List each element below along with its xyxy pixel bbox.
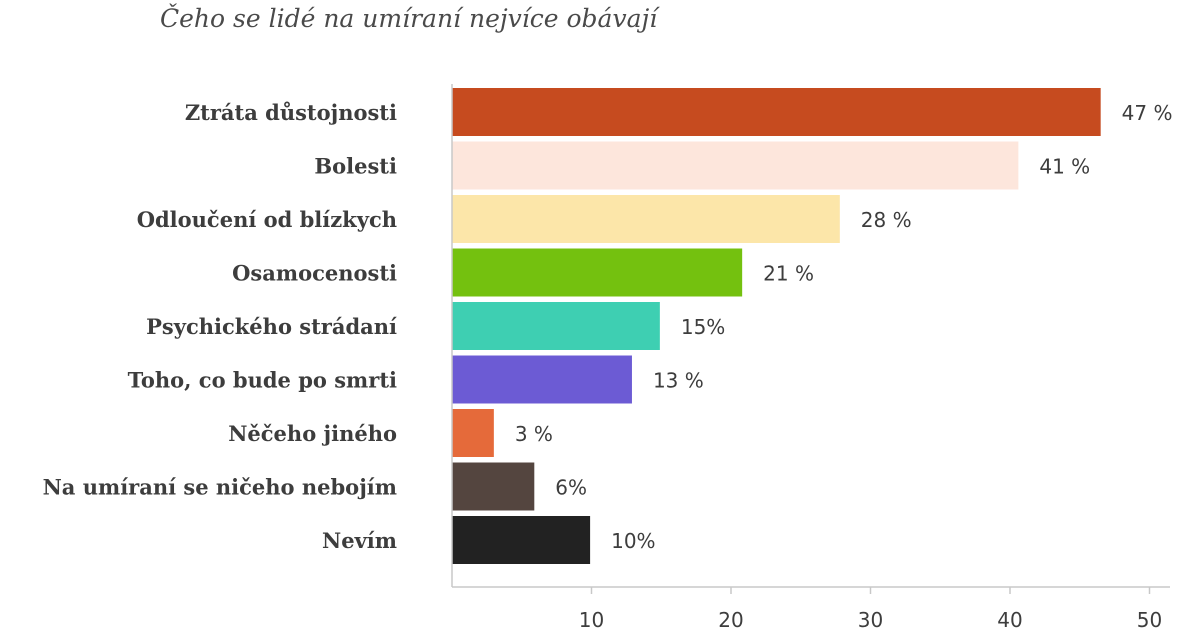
category-label: Toho, co bude po smrti — [128, 368, 397, 393]
value-label: 3 % — [515, 422, 553, 446]
value-label: 21 % — [763, 262, 814, 286]
x-tick-label: 10 — [579, 608, 604, 632]
chart-title: Čeho se lidé na umíraní nejvíce obávají — [160, 4, 658, 33]
bar — [452, 302, 660, 350]
category-label: Psychického strádaní — [146, 314, 397, 339]
bar — [452, 195, 840, 243]
bar — [452, 355, 632, 404]
category-label: Ztráta důstojnosti — [185, 100, 397, 125]
x-tick-label: 20 — [718, 608, 743, 632]
category-label: Nevím — [322, 528, 397, 553]
value-label: 41 % — [1039, 155, 1090, 179]
category-label: Osamocenosti — [232, 261, 397, 286]
category-label: Odloučení od blízkych — [137, 207, 397, 232]
category-label: Něčeho jiného — [228, 421, 397, 446]
axes-layer: 10 20 30 40 50 — [451, 84, 1170, 632]
bar — [452, 516, 591, 564]
bar — [452, 462, 535, 511]
value-label: 10% — [611, 529, 655, 553]
category-label: Bolesti — [314, 154, 397, 179]
value-label: 47 % — [1122, 101, 1173, 125]
x-tick-label: 50 — [1137, 608, 1162, 632]
bars-layer: Ztráta důstojnosti 47 % Bolesti 41 % Odlouče… — [43, 88, 1173, 564]
bar — [452, 409, 494, 457]
bar — [452, 88, 1101, 136]
category-label: Na umíraní se ničeho nebojím — [43, 475, 397, 500]
value-label: 13 % — [653, 369, 704, 393]
bar — [452, 141, 1019, 190]
value-label: 6% — [555, 476, 587, 500]
value-label: 15% — [681, 315, 725, 339]
value-label: 28 % — [861, 208, 912, 232]
bar — [452, 248, 743, 297]
x-tick-label: 40 — [997, 608, 1022, 632]
x-tick-label: 30 — [858, 608, 883, 632]
